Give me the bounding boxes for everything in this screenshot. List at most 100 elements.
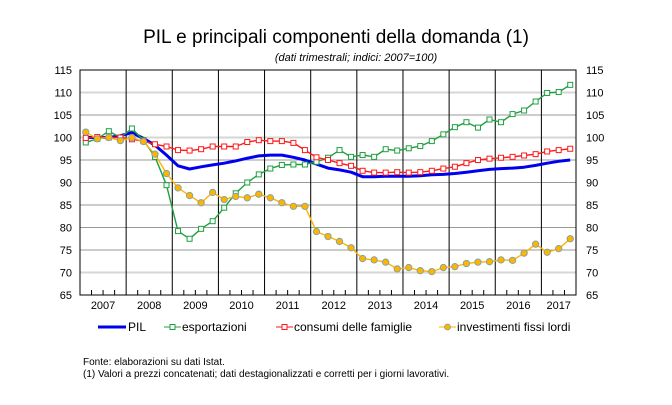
legend-label: investimenti fissi lordi — [457, 320, 571, 334]
legend-item-consumi: consumi delle famiglie — [276, 320, 412, 334]
data-point — [451, 262, 459, 271]
data-point — [486, 155, 493, 162]
data-point — [347, 244, 355, 252]
data-point — [566, 235, 574, 243]
data-point — [567, 81, 574, 88]
legend-label: esportazioni — [182, 320, 247, 334]
data-point — [255, 137, 262, 144]
data-point — [244, 179, 251, 186]
data-point — [267, 165, 274, 172]
data-point — [243, 194, 251, 202]
data-point — [521, 107, 528, 114]
y-tick-label-left: 105 — [54, 110, 72, 122]
data-point — [394, 147, 401, 154]
x-tick-label: 2015 — [460, 300, 484, 312]
data-point — [497, 256, 505, 264]
data-point — [93, 135, 101, 143]
data-point — [508, 256, 517, 264]
x-tick-label: 2013 — [368, 300, 392, 312]
y-tick-label-left: 100 — [54, 133, 72, 145]
data-point — [348, 162, 355, 169]
footnote: (1) Valori a prezzi concatenati; dati de… — [83, 369, 450, 380]
data-point — [255, 190, 263, 198]
data-point — [220, 195, 228, 204]
data-point — [82, 128, 90, 136]
legend-label: consumi delle famiglie — [294, 320, 413, 334]
data-point — [198, 225, 205, 232]
data-point — [162, 169, 171, 178]
data-point — [174, 184, 182, 192]
y-tick-label-left: 110 — [54, 88, 72, 100]
data-point — [116, 136, 125, 145]
data-point — [555, 244, 563, 253]
data-point — [163, 182, 170, 189]
data-point — [451, 124, 458, 131]
data-point — [532, 98, 539, 105]
data-point — [486, 116, 493, 123]
data-point — [359, 152, 366, 159]
data-point — [186, 235, 193, 242]
y-tick-label-right: 100 — [586, 133, 604, 145]
data-point — [151, 141, 158, 148]
data-point — [428, 267, 436, 276]
data-point — [139, 137, 148, 146]
data-point — [567, 145, 574, 152]
y-tick-label-right: 80 — [586, 223, 598, 235]
x-tick-label: 2009 — [183, 300, 207, 312]
y-tick-label-right: 70 — [586, 268, 598, 280]
data-point — [498, 154, 505, 161]
data-point — [451, 163, 458, 170]
y-tick-label-left: 70 — [60, 268, 72, 280]
data-point — [348, 153, 355, 160]
data-point — [312, 227, 321, 236]
data-point — [543, 248, 551, 256]
y-tick-label-left: 65 — [60, 290, 72, 302]
source-note: Fonte: elaborazioni su dati Istat. — [83, 357, 225, 368]
series-pil — [85, 131, 571, 179]
data-point — [278, 199, 286, 207]
data-point — [232, 192, 240, 201]
data-point — [532, 151, 539, 158]
data-point — [278, 161, 285, 168]
data-point — [82, 134, 89, 141]
data-point — [405, 169, 412, 176]
x-tick-label: 2008 — [137, 300, 161, 312]
y-tick-label-right: 115 — [586, 65, 604, 77]
data-point — [313, 154, 320, 161]
data-point — [521, 152, 528, 159]
data-point — [128, 133, 136, 142]
data-point — [301, 202, 309, 211]
data-point — [463, 160, 470, 167]
y-tick-label-left: 95 — [60, 155, 72, 167]
plot-frame — [79, 69, 577, 296]
y-tick-label-left: 85 — [60, 200, 72, 212]
data-point — [509, 153, 516, 160]
data-point — [336, 160, 343, 167]
data-point — [185, 191, 194, 200]
data-point — [371, 153, 378, 160]
data-point — [186, 147, 193, 154]
data-point — [555, 147, 562, 154]
data-point — [289, 202, 298, 211]
x-tick-label: 2014 — [414, 300, 438, 312]
data-point — [255, 171, 262, 178]
data-point — [198, 146, 205, 153]
y-tick-label-left: 80 — [60, 223, 72, 235]
series-line — [85, 131, 571, 273]
data-point — [440, 131, 447, 138]
data-point — [474, 258, 482, 266]
data-point — [440, 165, 447, 172]
data-point — [290, 161, 297, 168]
series-investimenti-fissi-lordi — [82, 128, 574, 276]
data-point — [393, 265, 401, 273]
data-point — [439, 263, 447, 272]
data-point — [498, 119, 505, 126]
y-tick-label-left: 115 — [54, 65, 72, 77]
y-tick-label-right: 65 — [586, 290, 598, 302]
y-tick-label-right: 90 — [586, 178, 598, 190]
data-point — [221, 204, 228, 211]
data-point — [509, 111, 516, 118]
data-point — [128, 125, 135, 132]
chart-subtitle: (dati trimestrali; indici: 2007=100) — [274, 52, 438, 64]
